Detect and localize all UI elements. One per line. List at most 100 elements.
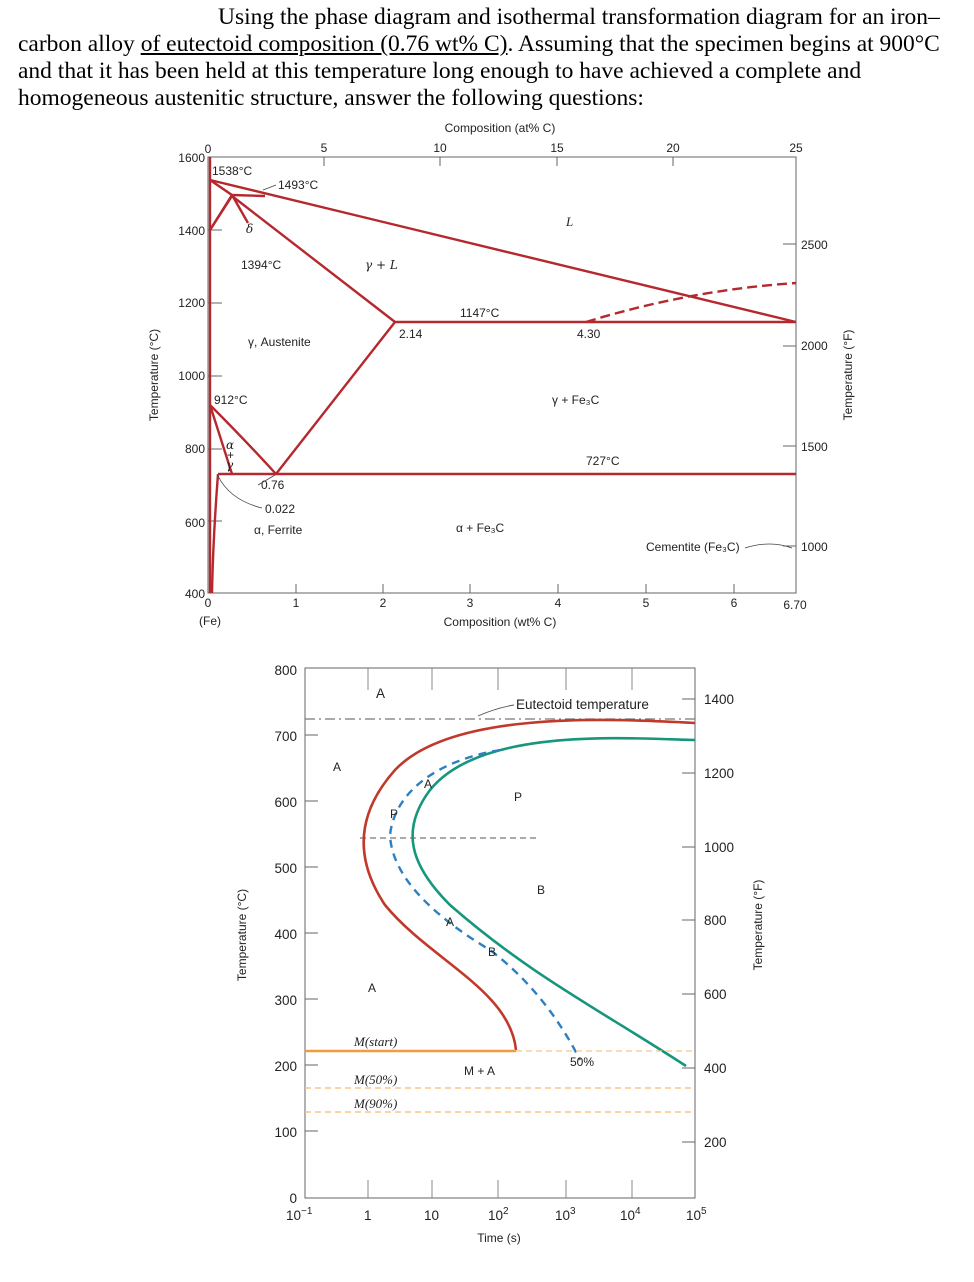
bottom-tick-3: 3	[467, 596, 474, 610]
ttt-label-m-plus-a: M + A	[464, 1064, 495, 1078]
ferrite-solvus-line	[210, 473, 220, 594]
label-alpha-small: α	[226, 438, 234, 452]
label-1394: 1394°C	[241, 258, 281, 272]
gamma-top-line	[208, 195, 234, 231]
label-plus-small: +	[227, 448, 234, 462]
ttt-x-axis-title: Time (s)	[477, 1231, 521, 1245]
ttt-left-tick-0: 0	[289, 1191, 297, 1206]
left-tick-1200: 1200	[178, 296, 205, 310]
bottom-tick-2: 2	[380, 596, 387, 610]
transformation-finish-curve	[411, 736, 696, 1068]
right-tick-1500: 1500	[801, 440, 828, 454]
label-gamma-fe3c: γ + Fe₃C	[552, 393, 600, 407]
right-tick-1000: 1000	[801, 540, 828, 554]
delta-peritectic-line	[230, 194, 250, 224]
label-1147: 1147°C	[460, 306, 500, 320]
ttt-right-tick-800: 800	[704, 913, 727, 928]
ttt-right-axis-title: Temperature (°F)	[751, 880, 765, 971]
bottom-tick-6: 6	[731, 596, 738, 610]
label-ferrite: α, Ferrite	[254, 523, 303, 537]
top-axis-title: Composition (at% C)	[445, 121, 556, 135]
phase-diagram-frame	[207, 156, 797, 594]
ttt-left-tick-200: 200	[274, 1059, 297, 1074]
bottom-tick-670: 6.70	[783, 598, 807, 612]
bottom-tick-1: 1	[293, 596, 300, 610]
transformation-start-curve	[362, 718, 696, 1051]
left-tick-1400: 1400	[178, 224, 205, 238]
ttt-left-tick-100: 100	[274, 1125, 297, 1140]
left-tick-1000: 1000	[178, 369, 205, 383]
ttt-x-ticks: 10−1 1 10 102 103 104 105	[286, 1206, 707, 1223]
label-727: 727°C	[586, 454, 620, 468]
ttt-frame	[304, 667, 696, 1199]
ttt-label-p-small: P	[390, 807, 398, 821]
label-liquid: L	[565, 214, 573, 229]
ttt-left-tick-800: 800	[274, 663, 297, 678]
top-tick-25: 25	[789, 141, 803, 155]
ttt-label-a-small-mid: A	[446, 915, 454, 929]
alpha-gamma-line	[208, 404, 234, 475]
ttt-x-tick-0: 10−1	[286, 1206, 313, 1223]
ttt-label-mstart: M(start)	[353, 1034, 397, 1049]
top-tick-5: 5	[321, 141, 328, 155]
right-tick-2000: 2000	[801, 339, 828, 353]
liquidus-line	[209, 178, 797, 324]
ttt-left-tick-600: 600	[274, 795, 297, 810]
ttt-diagram: Temperature (°C) 800 700 600 500 400 300…	[235, 663, 765, 1245]
phase-boundaries	[208, 157, 797, 594]
right-tick-2500: 2500	[801, 238, 828, 252]
label-alpha-fe3c: α + Fe₃C	[456, 521, 505, 535]
fifty-percent-curve	[388, 748, 582, 1061]
ttt-labels: A A A P P A A B B M(start) M(50%) M(90%)…	[333, 686, 594, 1111]
ttt-right-tick-200: 200	[704, 1135, 727, 1150]
label-1538: 1538°C	[212, 164, 252, 178]
ttt-label-a-top: A	[376, 686, 385, 701]
label-eutectoid-temperature: Eutectoid temperature	[516, 697, 649, 712]
question-underlined-composition: of eutectoid composition (0.76 wt% C)	[140, 31, 508, 57]
label-430: 4.30	[577, 327, 601, 341]
label-0022: 0.022	[265, 502, 295, 516]
top-tick-20: 20	[666, 141, 680, 155]
ttt-label-m50: M(50%)	[353, 1072, 397, 1087]
fe-origin-label: (Fe)	[199, 614, 221, 628]
ttt-right-tick-600: 600	[704, 987, 727, 1002]
phase-diagram: Composition (at% C) 0 5 10 15 20 25 Temp…	[147, 121, 855, 629]
left-ticks: 1600 1400 1200 1000 800 600 400	[178, 151, 222, 601]
ttt-label-b-large: B	[537, 883, 545, 897]
label-delta: δ	[246, 222, 253, 236]
left-tick-800: 800	[185, 442, 205, 456]
cementite-liquidus-dashed	[585, 281, 797, 324]
ttt-label-m90: M(90%)	[353, 1096, 397, 1111]
top-origin-tick: 0	[205, 142, 212, 156]
left-tick-400: 400	[185, 587, 205, 601]
bottom-ticks: 0 1 2 3 4 5 6 6.70	[205, 584, 807, 612]
phase-labels: 1538°C 1493°C δ 1394°C γ + L L 1147°C 2.…	[212, 164, 793, 554]
ttt-x-tick-6: 105	[686, 1206, 707, 1223]
bottom-tick-5: 5	[643, 596, 650, 610]
label-1493: 1493°C	[278, 178, 318, 192]
left-tick-1600: 1600	[178, 151, 205, 165]
label-cementite: Cementite (Fe₃C)	[646, 540, 740, 554]
left-axis-title: Temperature (°C)	[147, 329, 161, 421]
acm-line	[275, 321, 396, 475]
ttt-left-axis-title: Temperature (°C)	[235, 889, 249, 981]
ttt-label-a-small-top: A	[424, 777, 432, 791]
label-austenite: γ, Austenite	[248, 335, 311, 349]
ttt-left-tick-400: 400	[274, 927, 297, 942]
bottom-axis-title: Composition (wt% C)	[444, 615, 557, 629]
ttt-label-a-low: A	[368, 981, 376, 995]
a3-line	[209, 404, 277, 475]
ttt-right-ticks: 1400 1200 1000 800 600 400 200	[682, 692, 734, 1150]
bottom-tick-0: 0	[205, 596, 212, 610]
label-912: 912°C	[214, 393, 248, 407]
ttt-right-tick-400: 400	[704, 1061, 727, 1076]
bottom-tick-4: 4	[555, 596, 562, 610]
top-tick-10: 10	[433, 141, 447, 155]
question-text: Using the phase diagram and isothermal t…	[18, 4, 968, 112]
ttt-right-tick-1400: 1400	[704, 692, 734, 707]
label-gamma-small: γ	[226, 458, 234, 472]
ttt-top-ticks	[367, 668, 633, 1198]
label-076: 0.76	[261, 478, 285, 492]
ttt-label-a-left: A	[333, 760, 341, 774]
left-tick-600: 600	[185, 516, 205, 530]
